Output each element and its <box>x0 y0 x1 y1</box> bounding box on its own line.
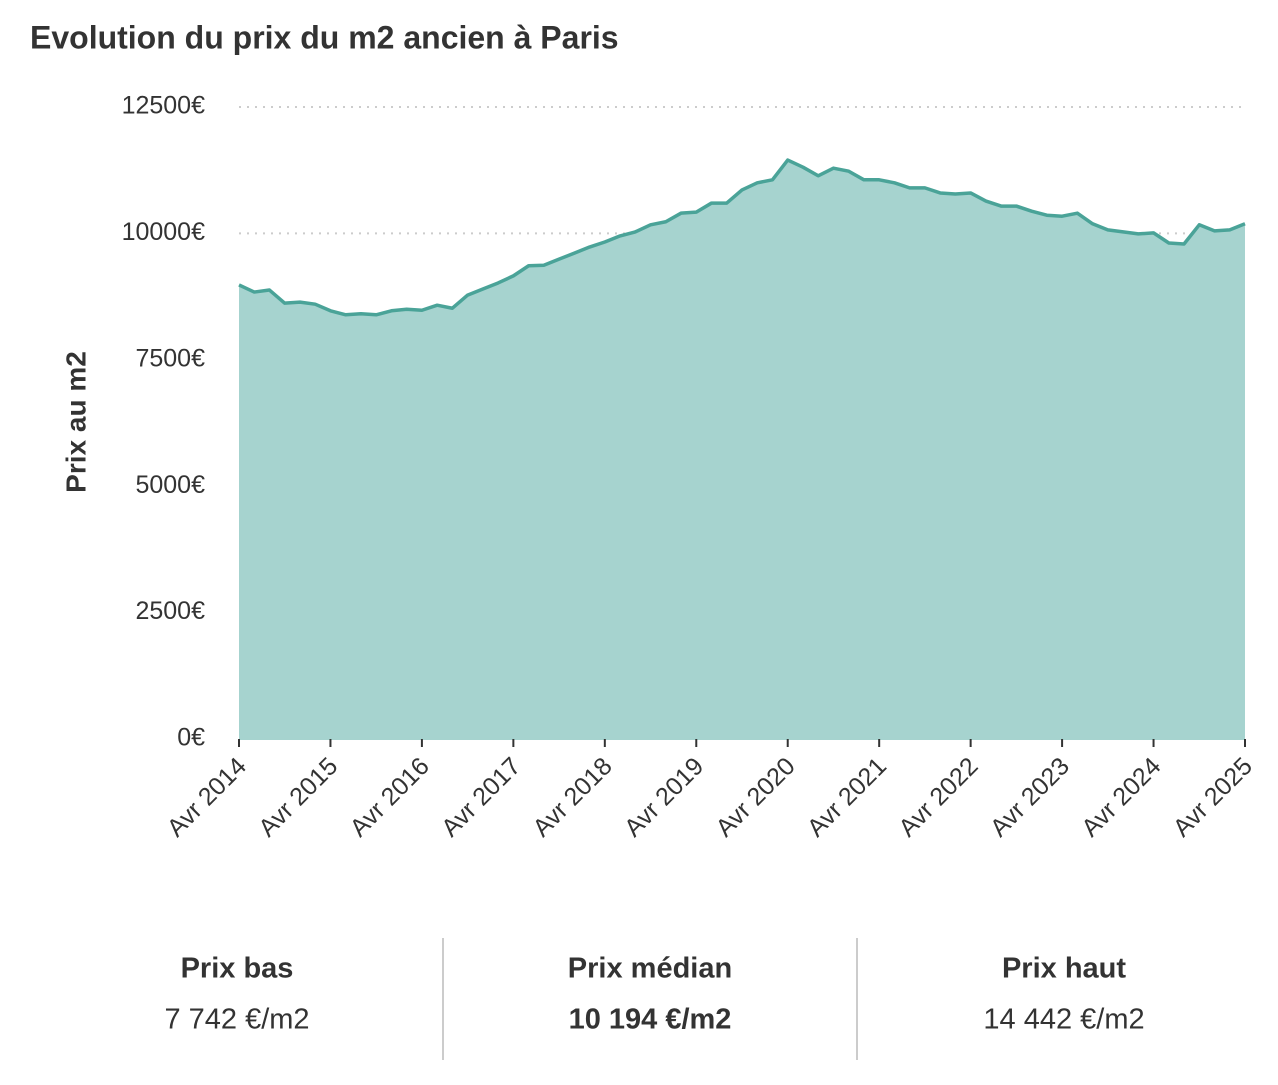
line <box>238 158 1246 317</box>
x-tick-label: Avr 2022 <box>893 752 983 842</box>
x-tick-label: Avr 2025 <box>1168 752 1258 842</box>
stat-value: 7 742 €/m2 <box>164 1004 309 1036</box>
area-fill <box>239 160 1245 739</box>
x-tick-label: Avr 2014 <box>162 752 252 842</box>
chart-title: Evolution du prix du m2 ancien à Paris <box>30 19 619 55</box>
stat-label: Prix haut <box>1002 953 1126 985</box>
x-tick-label: Avr 2018 <box>528 752 618 842</box>
y-tick-label: 10000€ <box>122 218 206 246</box>
y-tick-label: 2500€ <box>135 597 205 625</box>
x-tick-label: Avr 2015 <box>253 752 343 842</box>
x-tick-label: Avr 2020 <box>710 752 800 842</box>
x-tick-label: Avr 2021 <box>802 752 892 842</box>
y-tick-label: 12500€ <box>122 92 206 120</box>
stat-label: Prix médian <box>568 953 732 985</box>
stat-value: 10 194 €/m2 <box>569 1004 732 1036</box>
y-axis-label: Prix au m2 <box>60 351 91 493</box>
x-tick-label: Avr 2016 <box>345 752 435 842</box>
x-tick-label: Avr 2023 <box>985 752 1075 842</box>
y-tick-label: 0€ <box>177 724 205 752</box>
stat-label: Prix bas <box>181 953 294 985</box>
y-tick-label: 5000€ <box>135 471 205 499</box>
stat-value: 14 442 €/m2 <box>983 1004 1144 1036</box>
x-tick-label: Avr 2019 <box>619 752 709 842</box>
x-tick-label: Avr 2017 <box>436 752 526 842</box>
y-tick-label: 7500€ <box>135 344 205 372</box>
x-tick-label: Avr 2024 <box>1076 752 1166 842</box>
